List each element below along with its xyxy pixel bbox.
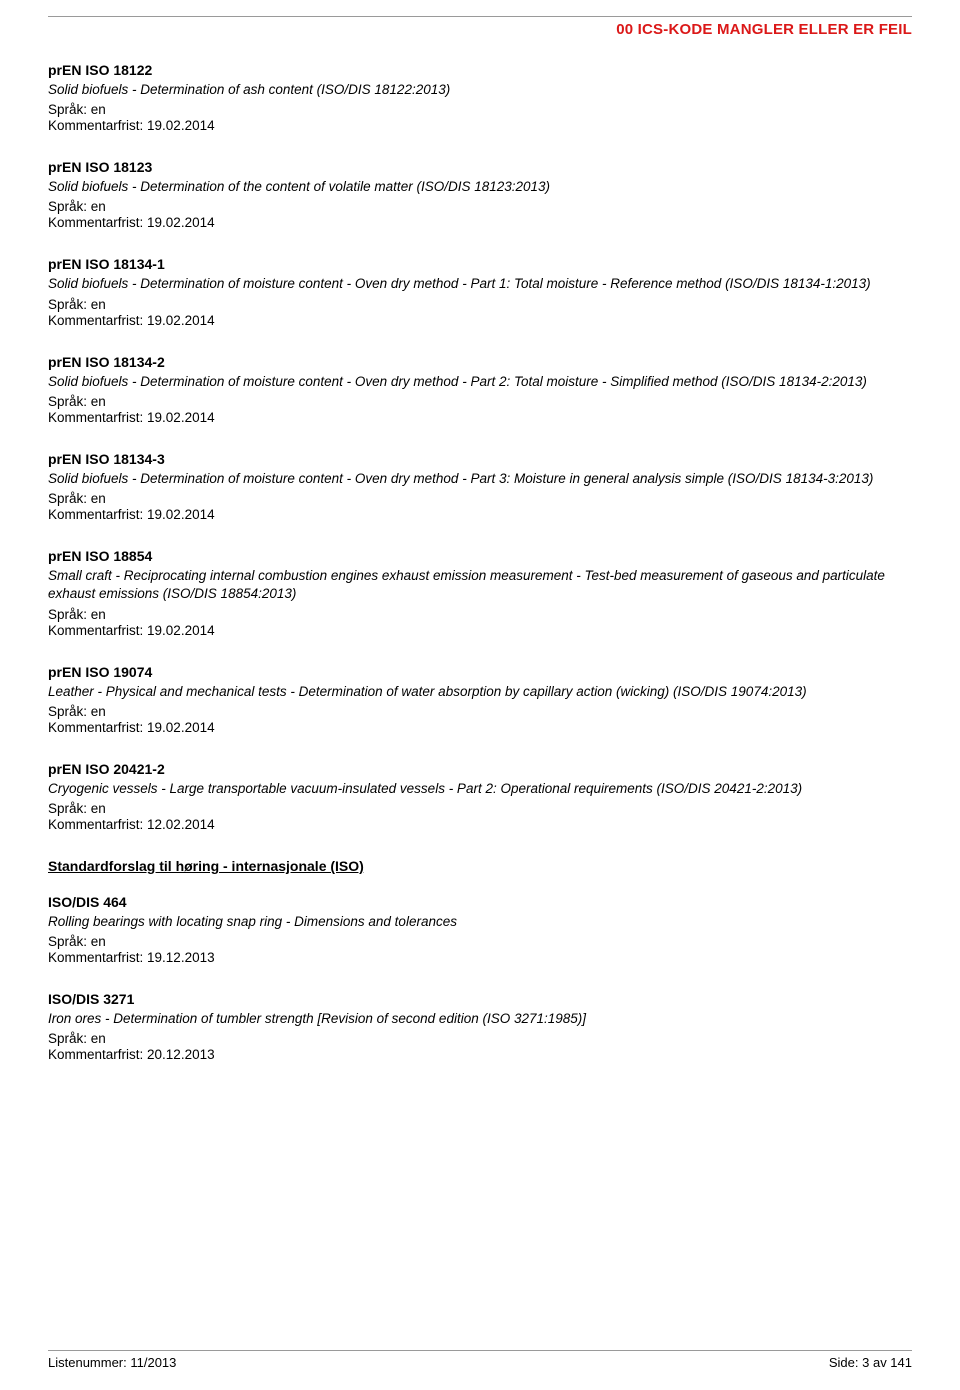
standard-language: Språk: en	[48, 297, 912, 312]
standard-deadline: Kommentarfrist: 20.12.2013	[48, 1047, 912, 1062]
standard-entry: ISO/DIS 464 Rolling bearings with locati…	[48, 894, 912, 965]
standard-language: Språk: en	[48, 934, 912, 949]
standard-deadline: Kommentarfrist: 19.02.2014	[48, 720, 912, 735]
standard-language: Språk: en	[48, 102, 912, 117]
standard-description: Rolling bearings with locating snap ring…	[48, 913, 912, 931]
standard-language: Språk: en	[48, 394, 912, 409]
standard-code: prEN ISO 18134-1	[48, 256, 912, 272]
section-heading-iso: Standardforslag til høring - internasjon…	[48, 858, 912, 874]
standard-description: Solid biofuels - Determination of moistu…	[48, 373, 912, 391]
standard-code: prEN ISO 18122	[48, 62, 912, 78]
footer-right: Side: 3 av 141	[829, 1355, 912, 1370]
standard-description: Small craft - Reciprocating internal com…	[48, 567, 912, 603]
standard-entry: prEN ISO 19074 Leather - Physical and me…	[48, 664, 912, 735]
standard-entry: ISO/DIS 3271 Iron ores - Determination o…	[48, 991, 912, 1062]
standard-deadline: Kommentarfrist: 19.02.2014	[48, 118, 912, 133]
standard-entry: prEN ISO 18134-3 Solid biofuels - Determ…	[48, 451, 912, 522]
standard-code: prEN ISO 19074	[48, 664, 912, 680]
page-container: 00 ICS-KODE MANGLER ELLER ER FEIL prEN I…	[0, 0, 960, 1390]
standard-description: Iron ores - Determination of tumbler str…	[48, 1010, 912, 1028]
standard-code: prEN ISO 20421-2	[48, 761, 912, 777]
standard-entry: prEN ISO 20421-2 Cryogenic vessels - Lar…	[48, 761, 912, 832]
standard-code: ISO/DIS 3271	[48, 991, 912, 1007]
standard-deadline: Kommentarfrist: 19.02.2014	[48, 410, 912, 425]
standard-entry: prEN ISO 18134-1 Solid biofuels - Determ…	[48, 256, 912, 327]
standard-description: Leather - Physical and mechanical tests …	[48, 683, 912, 701]
standard-description: Solid biofuels - Determination of moistu…	[48, 275, 912, 293]
standard-language: Språk: en	[48, 704, 912, 719]
standard-deadline: Kommentarfrist: 19.12.2013	[48, 950, 912, 965]
footer-left: Listenummer: 11/2013	[48, 1355, 176, 1370]
header-divider	[48, 16, 912, 17]
standard-description: Solid biofuels - Determination of moistu…	[48, 470, 912, 488]
standards-list: prEN ISO 18122 Solid biofuels - Determin…	[48, 62, 912, 1062]
standard-code: prEN ISO 18123	[48, 159, 912, 175]
standard-description: Cryogenic vessels - Large transportable …	[48, 780, 912, 798]
standard-language: Språk: en	[48, 491, 912, 506]
page-footer: Listenummer: 11/2013 Side: 3 av 141	[48, 1350, 912, 1370]
standard-deadline: Kommentarfrist: 19.02.2014	[48, 215, 912, 230]
standard-entry: prEN ISO 18122 Solid biofuels - Determin…	[48, 62, 912, 133]
footer-divider	[48, 1350, 912, 1351]
standard-language: Språk: en	[48, 801, 912, 816]
standard-entry: prEN ISO 18123 Solid biofuels - Determin…	[48, 159, 912, 230]
standard-code: prEN ISO 18134-2	[48, 354, 912, 370]
standard-description: Solid biofuels - Determination of the co…	[48, 178, 912, 196]
standard-language: Språk: en	[48, 199, 912, 214]
standard-code: ISO/DIS 464	[48, 894, 912, 910]
standard-deadline: Kommentarfrist: 19.02.2014	[48, 507, 912, 522]
standard-deadline: Kommentarfrist: 12.02.2014	[48, 817, 912, 832]
standard-code: prEN ISO 18854	[48, 548, 912, 564]
standard-code: prEN ISO 18134-3	[48, 451, 912, 467]
standard-deadline: Kommentarfrist: 19.02.2014	[48, 623, 912, 638]
standard-language: Språk: en	[48, 607, 912, 622]
standard-language: Språk: en	[48, 1031, 912, 1046]
standard-description: Solid biofuels - Determination of ash co…	[48, 81, 912, 99]
standard-deadline: Kommentarfrist: 19.02.2014	[48, 313, 912, 328]
standard-entry: prEN ISO 18854 Small craft - Reciprocati…	[48, 548, 912, 637]
page-header-title: 00 ICS-KODE MANGLER ELLER ER FEIL	[48, 21, 912, 38]
standard-entry: prEN ISO 18134-2 Solid biofuels - Determ…	[48, 354, 912, 425]
